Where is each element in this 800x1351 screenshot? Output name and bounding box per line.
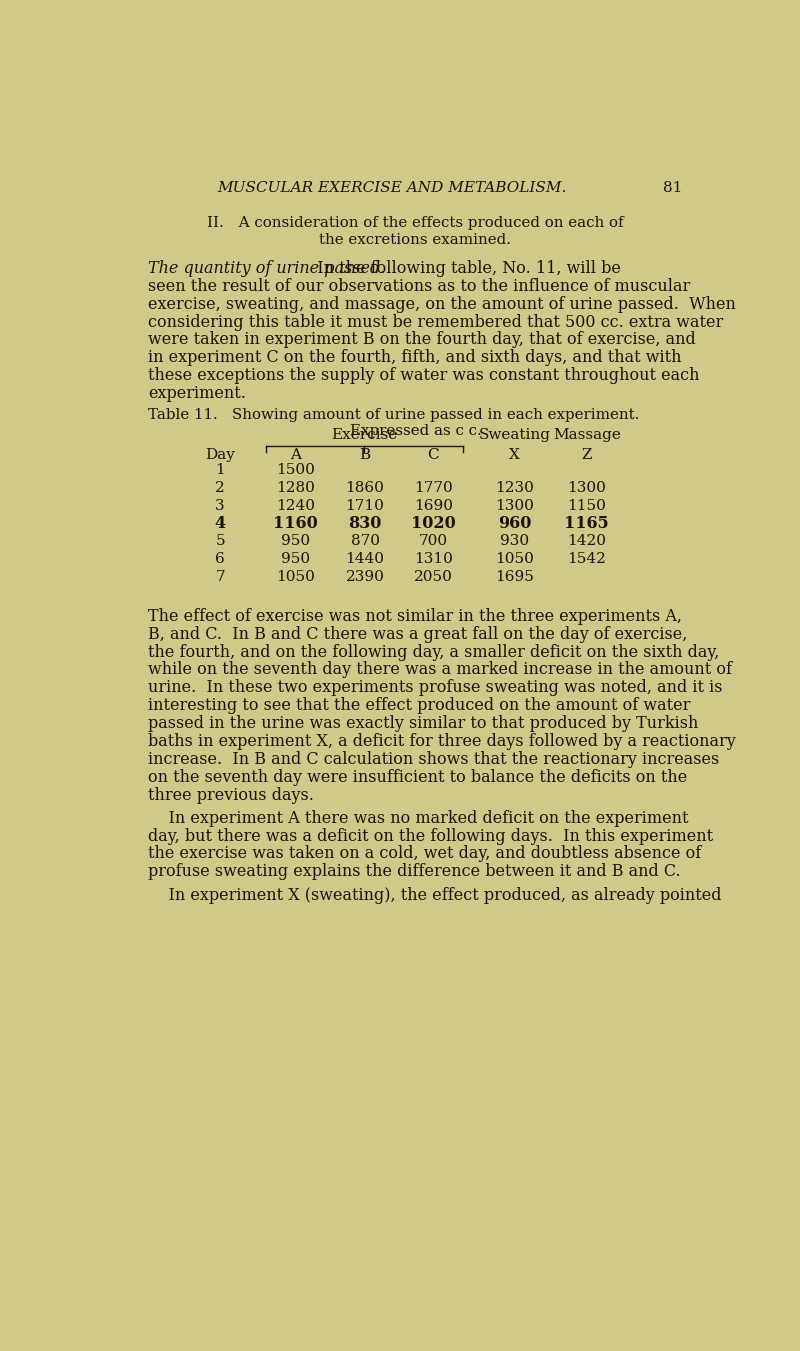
Text: 1420: 1420 <box>567 534 606 549</box>
Text: 870: 870 <box>350 534 379 549</box>
Text: 1020: 1020 <box>411 515 456 532</box>
Text: MUSCULAR EXERCISE AND METABOLISM.: MUSCULAR EXERCISE AND METABOLISM. <box>218 181 567 195</box>
Text: 1300: 1300 <box>567 481 606 494</box>
Text: The effect of exercise was not similar in the three experiments A,: The effect of exercise was not similar i… <box>148 608 682 626</box>
Text: 1500: 1500 <box>276 463 314 477</box>
Text: 930: 930 <box>500 534 529 549</box>
Text: Sweating: Sweating <box>478 427 550 442</box>
Text: baths in experiment X, a deficit for three days followed by a reactionary: baths in experiment X, a deficit for thr… <box>148 734 736 750</box>
Text: the fourth, and on the following day, a smaller deficit on the sixth day,: the fourth, and on the following day, a … <box>148 643 719 661</box>
Text: 1770: 1770 <box>414 481 453 494</box>
Text: interesting to see that the effect produced on the amount of water: interesting to see that the effect produ… <box>148 697 690 715</box>
Text: C: C <box>427 447 439 462</box>
Text: 7: 7 <box>215 570 225 584</box>
Text: 4: 4 <box>214 515 226 532</box>
Text: 950: 950 <box>281 553 310 566</box>
Text: the excretions examined.: the excretions examined. <box>319 232 511 247</box>
Text: while on the seventh day there was a marked increase in the amount of: while on the seventh day there was a mar… <box>148 662 732 678</box>
Text: were taken in experiment B on the fourth day, that of exercise, and: were taken in experiment B on the fourth… <box>148 331 696 349</box>
Text: 2: 2 <box>215 481 225 494</box>
Text: day, but there was a deficit on the following days.  In this experiment: day, but there was a deficit on the foll… <box>148 828 713 844</box>
Text: 1240: 1240 <box>276 499 315 512</box>
Text: Z: Z <box>582 447 592 462</box>
Text: 6: 6 <box>215 553 225 566</box>
Text: on the seventh day were insufficient to balance the deficits on the: on the seventh day were insufficient to … <box>148 769 687 786</box>
Text: 700: 700 <box>418 534 448 549</box>
Text: 5: 5 <box>215 534 225 549</box>
Text: In experiment X (sweating), the effect produced, as already pointed: In experiment X (sweating), the effect p… <box>148 886 722 904</box>
Text: 1440: 1440 <box>346 553 385 566</box>
Text: exercise, sweating, and massage, on the amount of urine passed.  When: exercise, sweating, and massage, on the … <box>148 296 736 312</box>
Text: 1280: 1280 <box>276 481 314 494</box>
Text: B: B <box>359 447 370 462</box>
Text: passed in the urine was exactly similar to that produced by Turkish: passed in the urine was exactly similar … <box>148 715 698 732</box>
Text: 1695: 1695 <box>495 570 534 584</box>
Text: X: X <box>509 447 520 462</box>
Text: 81: 81 <box>663 181 682 195</box>
Text: 1860: 1860 <box>346 481 385 494</box>
Text: 1542: 1542 <box>567 553 606 566</box>
Text: three previous days.: three previous days. <box>148 786 314 804</box>
Text: 1230: 1230 <box>495 481 534 494</box>
Text: Massage: Massage <box>553 427 621 442</box>
Text: A: A <box>290 447 301 462</box>
Text: 1160: 1160 <box>273 515 318 532</box>
Text: 960: 960 <box>498 515 531 532</box>
Text: 1310: 1310 <box>414 553 453 566</box>
Text: 1300: 1300 <box>495 499 534 512</box>
Text: 1: 1 <box>215 463 225 477</box>
Text: 1165: 1165 <box>564 515 609 532</box>
Text: profuse sweating explains the difference between it and B and C.: profuse sweating explains the difference… <box>148 863 681 881</box>
Text: seen the result of our observations as to the influence of muscular: seen the result of our observations as t… <box>148 278 690 295</box>
Text: 2390: 2390 <box>346 570 385 584</box>
Text: 1050: 1050 <box>495 553 534 566</box>
Text: 830: 830 <box>348 515 382 532</box>
Text: experiment.: experiment. <box>148 385 246 403</box>
Text: 3: 3 <box>215 499 225 512</box>
Text: 1150: 1150 <box>567 499 606 512</box>
Text: the exercise was taken on a cold, wet day, and doubtless absence of: the exercise was taken on a cold, wet da… <box>148 846 702 862</box>
Text: In experiment A there was no marked deficit on the experiment: In experiment A there was no marked defi… <box>148 809 689 827</box>
Text: 950: 950 <box>281 534 310 549</box>
Text: Table 11.   Showing amount of urine passed in each experiment.: Table 11. Showing amount of urine passed… <box>148 408 639 423</box>
Text: In the following table, No. 11, will be: In the following table, No. 11, will be <box>307 259 621 277</box>
Text: B, and C.  In B and C there was a great fall on the day of exercise,: B, and C. In B and C there was a great f… <box>148 626 687 643</box>
Text: urine.  In these two experiments profuse sweating was noted, and it is: urine. In these two experiments profuse … <box>148 680 722 696</box>
Text: Expressed as c c.: Expressed as c c. <box>350 424 482 438</box>
Text: 2050: 2050 <box>414 570 453 584</box>
Text: Exercise: Exercise <box>331 427 398 442</box>
Text: 1710: 1710 <box>346 499 385 512</box>
Text: increase.  In B and C calculation shows that the reactionary increases: increase. In B and C calculation shows t… <box>148 751 719 767</box>
Text: these exceptions the supply of water was constant throughout each: these exceptions the supply of water was… <box>148 367 699 384</box>
Text: Day: Day <box>205 447 235 462</box>
Text: 1050: 1050 <box>276 570 314 584</box>
Text: II. A consideration of the effects produced on each of: II. A consideration of the effects produ… <box>207 216 624 230</box>
Text: considering this table it must be remembered that 500 cc. extra water: considering this table it must be rememb… <box>148 313 723 331</box>
Text: 1690: 1690 <box>414 499 453 512</box>
Text: in experiment C on the fourth, fifth, and sixth days, and that with: in experiment C on the fourth, fifth, an… <box>148 350 682 366</box>
Text: The quantity of urine passed.: The quantity of urine passed. <box>148 259 386 277</box>
